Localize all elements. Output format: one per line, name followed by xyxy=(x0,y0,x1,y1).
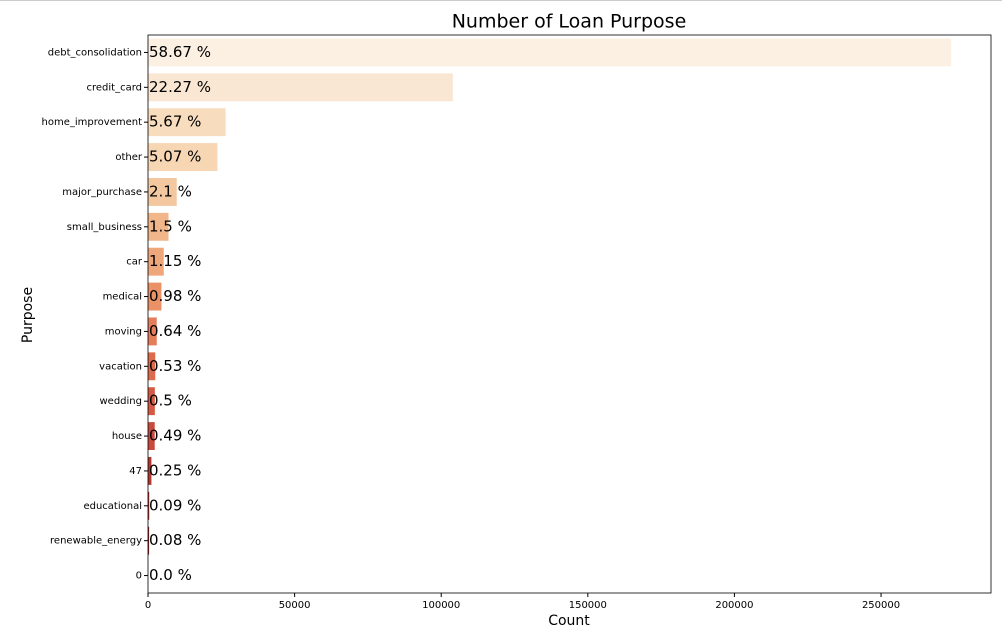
x-tick-label: 200000 xyxy=(715,600,753,611)
x-axis-label: Count xyxy=(548,613,590,629)
bar xyxy=(148,387,155,416)
bar xyxy=(148,177,177,206)
x-tick-label: 50000 xyxy=(279,600,311,611)
y-tick-label: car xyxy=(126,257,143,268)
bar xyxy=(148,282,162,311)
bar-label: 2.1 % xyxy=(149,182,192,200)
y-tick-label: small_business xyxy=(67,222,142,233)
bar xyxy=(148,317,157,346)
y-tick-label: educational xyxy=(83,501,142,512)
bar-label: 5.67 % xyxy=(149,113,201,131)
bar-label: 0.08 % xyxy=(149,531,201,549)
y-tick-label: moving xyxy=(105,326,142,337)
bar-label: 0.5 % xyxy=(149,392,192,410)
y-tick-label: 0 xyxy=(136,571,142,582)
bar-label: 0.49 % xyxy=(149,427,201,445)
bar-label: 0.53 % xyxy=(149,357,201,375)
x-tick-label: 250000 xyxy=(862,600,900,611)
bar-label: 0.25 % xyxy=(149,461,201,479)
y-tick-label: debt_consolidation xyxy=(48,47,142,58)
bar xyxy=(148,456,152,485)
y-tick-label: credit_card xyxy=(87,82,143,93)
x-tick-label: 100000 xyxy=(422,600,460,611)
y-tick-label: house xyxy=(112,431,142,442)
bar xyxy=(148,212,169,241)
y-tick-label: home_improvement xyxy=(42,117,143,128)
y-tick-label: other xyxy=(115,152,143,163)
y-axis-label: Purpose xyxy=(20,287,36,343)
bar-label: 0.0 % xyxy=(149,566,192,584)
bar-label: 0.09 % xyxy=(149,496,201,514)
bar-label: 1.15 % xyxy=(149,252,201,270)
bar xyxy=(148,526,150,555)
plot-frame xyxy=(147,34,992,594)
y-tick-label: renewable_energy xyxy=(50,536,142,547)
bar-label: 22.27 % xyxy=(149,78,211,96)
bar xyxy=(148,73,453,102)
bar xyxy=(148,491,150,520)
bar-label: 0.64 % xyxy=(149,322,201,340)
bar xyxy=(148,247,164,276)
bar-label: 0.98 % xyxy=(149,287,201,305)
bar xyxy=(148,108,226,137)
bar-label: 1.5 % xyxy=(149,217,192,235)
bar-label: 5.07 % xyxy=(149,148,201,166)
y-tick-label: medical xyxy=(103,292,142,303)
y-tick-label: 47 xyxy=(129,466,142,477)
bar xyxy=(148,143,218,172)
bar xyxy=(148,352,156,381)
chart-title: Number of Loan Purpose xyxy=(452,11,687,33)
y-tick-label: major_purchase xyxy=(62,187,142,198)
x-tick-label: 150000 xyxy=(569,600,607,611)
y-tick-label: wedding xyxy=(100,396,143,407)
bar xyxy=(148,38,952,67)
y-tick-label: vacation xyxy=(99,361,142,372)
bar xyxy=(148,422,155,451)
x-tick-label: 0 xyxy=(145,600,151,611)
bar-label: 58.67 % xyxy=(149,43,211,61)
